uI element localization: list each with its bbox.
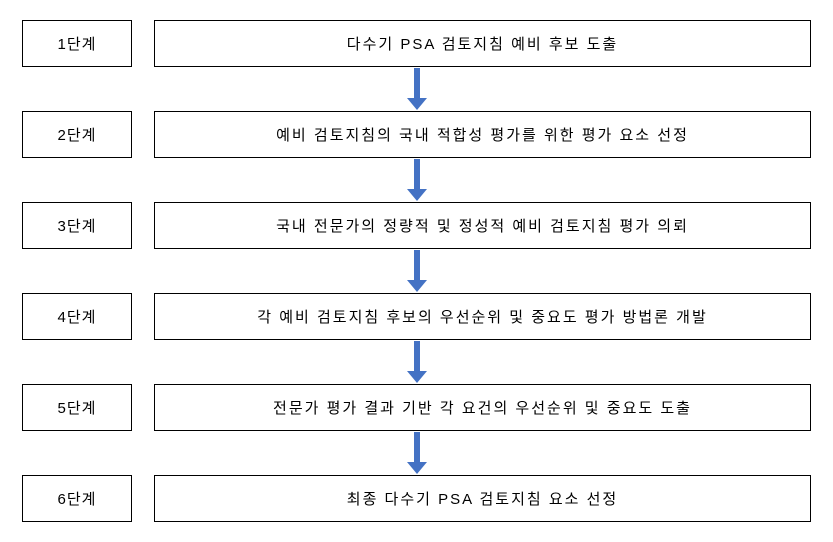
stage-desc-box: 국내 전문가의 정량적 및 정성적 예비 검토지침 평가 의뢰 (154, 202, 811, 249)
stage-label-box: 5단계 (22, 384, 132, 431)
stage-row: 1단계 다수기 PSA 검토지침 예비 후보 도출 (22, 20, 811, 67)
arrow-down-icon (405, 250, 429, 292)
arrow-down (22, 431, 811, 475)
stage-label-text: 1단계 (58, 33, 97, 54)
stage-row: 5단계 전문가 평가 결과 기반 각 요건의 우선순위 및 중요도 도출 (22, 384, 811, 431)
stage-label-text: 2단계 (58, 124, 97, 145)
stage-desc-text: 각 예비 검토지침 후보의 우선순위 및 중요도 평가 방법론 개발 (257, 306, 708, 327)
stage-row: 4단계 각 예비 검토지침 후보의 우선순위 및 중요도 평가 방법론 개발 (22, 293, 811, 340)
stage-desc-box: 최종 다수기 PSA 검토지침 요소 선정 (154, 475, 811, 522)
stage-label-text: 6단계 (58, 488, 97, 509)
stage-label-box: 6단계 (22, 475, 132, 522)
stage-desc-text: 전문가 평가 결과 기반 각 요건의 우선순위 및 중요도 도출 (273, 397, 692, 418)
stage-label-text: 4단계 (58, 306, 97, 327)
arrow-down-icon (405, 341, 429, 383)
stage-row: 6단계 최종 다수기 PSA 검토지침 요소 선정 (22, 475, 811, 522)
stage-label-text: 3단계 (58, 215, 97, 236)
stage-desc-box: 예비 검토지침의 국내 적합성 평가를 위한 평가 요소 선정 (154, 111, 811, 158)
stage-label-box: 1단계 (22, 20, 132, 67)
arrow-down (22, 249, 811, 293)
stage-desc-box: 전문가 평가 결과 기반 각 요건의 우선순위 및 중요도 도출 (154, 384, 811, 431)
stage-label-box: 4단계 (22, 293, 132, 340)
stage-desc-text: 다수기 PSA 검토지침 예비 후보 도출 (347, 33, 618, 54)
stage-desc-text: 최종 다수기 PSA 검토지침 요소 선정 (347, 488, 618, 509)
flowchart-container: 1단계 다수기 PSA 검토지침 예비 후보 도출 2단계 예비 검토지침의 국… (22, 20, 811, 522)
stage-row: 3단계 국내 전문가의 정량적 및 정성적 예비 검토지침 평가 의뢰 (22, 202, 811, 249)
stage-desc-text: 국내 전문가의 정량적 및 정성적 예비 검토지침 평가 의뢰 (276, 215, 689, 236)
arrow-down-icon (405, 159, 429, 201)
stage-label-box: 2단계 (22, 111, 132, 158)
stage-desc-box: 다수기 PSA 검토지침 예비 후보 도출 (154, 20, 811, 67)
arrow-down-icon (405, 68, 429, 110)
stage-desc-text: 예비 검토지침의 국내 적합성 평가를 위한 평가 요소 선정 (276, 124, 689, 145)
stage-label-box: 3단계 (22, 202, 132, 249)
stage-row: 2단계 예비 검토지침의 국내 적합성 평가를 위한 평가 요소 선정 (22, 111, 811, 158)
stage-desc-box: 각 예비 검토지침 후보의 우선순위 및 중요도 평가 방법론 개발 (154, 293, 811, 340)
arrow-down-icon (405, 432, 429, 474)
arrow-down (22, 340, 811, 384)
stage-label-text: 5단계 (58, 397, 97, 418)
arrow-down (22, 67, 811, 111)
arrow-down (22, 158, 811, 202)
